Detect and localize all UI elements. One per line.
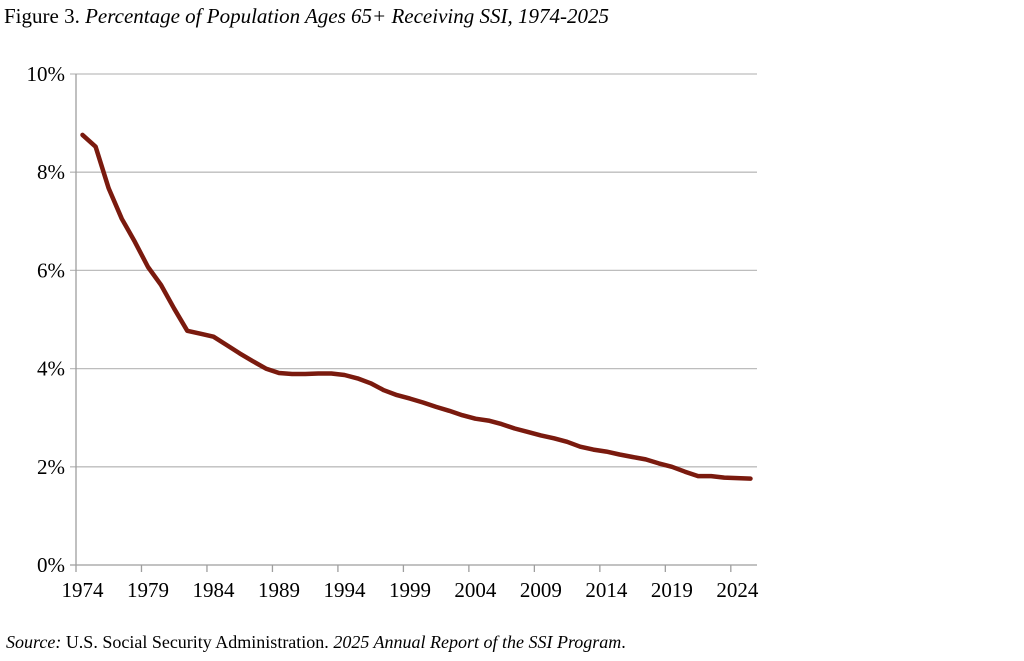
x-tick-label: 2009 (520, 578, 562, 602)
x-tick-label: 2024 (716, 578, 759, 602)
source-report: 2025 Annual Report of the SSI Program (333, 632, 622, 652)
chart-title: Figure 3. Percentage of Population Ages … (4, 4, 609, 29)
x-tick-label: 1979 (127, 578, 169, 602)
title-text: Percentage of Population Ages 65+ Receiv… (85, 4, 609, 28)
x-tick-label: 1989 (258, 578, 300, 602)
x-axis-ticks: 1974 1979 1984 1989 1994 1999 2004 2009 2014 2019… (62, 578, 759, 602)
x-tick-label: 1984 (193, 578, 236, 602)
source-end: . (621, 632, 626, 652)
x-tick-label: 1974 (62, 578, 105, 602)
figure-number: Figure 3. (4, 4, 80, 28)
series (80, 132, 753, 481)
axes (70, 74, 757, 572)
x-tick-label: 1994 (323, 578, 366, 602)
y-tick-label: 8% (37, 160, 65, 184)
x-tick-label: 1999 (389, 578, 431, 602)
gridlines (70, 73, 757, 468)
source-org: U.S. Social Security Administration. (61, 632, 334, 652)
source-label: Source: (6, 632, 62, 652)
series-line (80, 132, 753, 481)
x-tick-label: 2014 (585, 578, 628, 602)
x-tick-label: 2004 (454, 578, 497, 602)
x-tick-label: 2019 (651, 578, 693, 602)
y-axis-ticks: 0% 2% 4% 6% 8% 10% (27, 62, 66, 577)
y-tick-label: 10% (27, 62, 66, 86)
y-tick-label: 6% (37, 258, 65, 282)
y-tick-label: 0% (37, 553, 65, 577)
y-tick-label: 2% (37, 455, 65, 479)
y-tick-label: 4% (37, 357, 65, 381)
source-note: Source: U.S. Social Security Administrat… (6, 632, 626, 653)
